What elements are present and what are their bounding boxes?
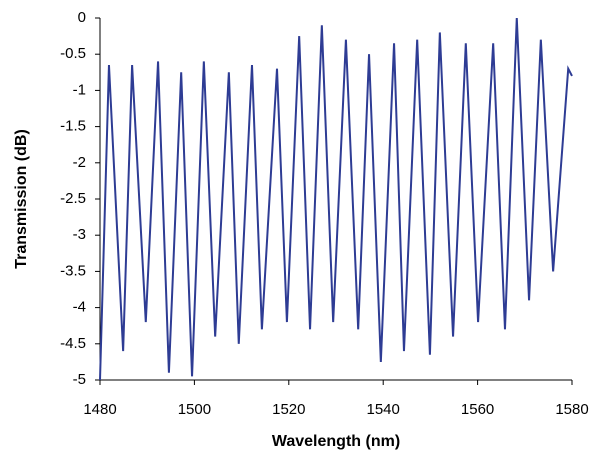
y-tick-label: -2.5 <box>60 190 86 207</box>
x-tick-label: 1580 <box>555 401 588 418</box>
y-tick-label: -2 <box>73 154 86 171</box>
y-tick-label: -4 <box>73 299 86 316</box>
y-axis-title: Transmission (dB) <box>13 129 30 269</box>
y-tick-label: 0 <box>78 9 86 26</box>
y-tick-label: -1.5 <box>60 118 86 135</box>
x-tick-label: 1520 <box>272 401 305 418</box>
data-line <box>99 17 573 381</box>
x-tick-label: 1560 <box>461 401 494 418</box>
y-tick-label: -1 <box>73 81 86 98</box>
y-tick-label: -0.5 <box>60 45 86 62</box>
y-tick-label: -3.5 <box>60 262 86 279</box>
y-tick-label: -5 <box>73 371 86 388</box>
y-tick-label: -4.5 <box>60 335 86 352</box>
x-tick-label: 1540 <box>367 401 400 418</box>
y-tick-label: -3 <box>73 226 86 243</box>
x-tick-label: 1500 <box>178 401 211 418</box>
x-tick-label: 1480 <box>83 401 116 418</box>
x-axis-title: Wavelength (nm) <box>272 433 400 450</box>
